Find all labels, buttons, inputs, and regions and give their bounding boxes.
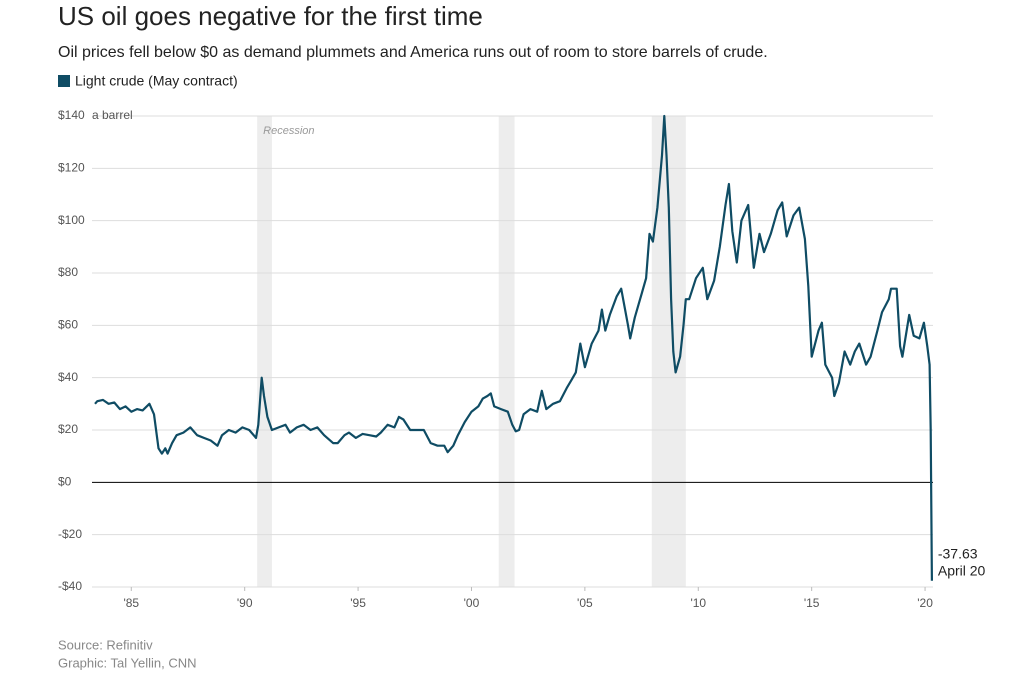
chart-title: US oil goes negative for the first time [58,1,483,31]
y-tick-label: $60 [58,318,78,332]
y-tick-label: $80 [58,265,78,279]
x-tick-label: '15 [804,596,820,610]
y-unit-label: a barrel [92,108,133,122]
chart-subtitle: Oil prices fell below $0 as demand plumm… [58,44,768,61]
legend-swatch [58,75,70,87]
y-tick-label: -$20 [58,527,82,541]
x-tick-label: '95 [350,596,366,610]
legend-label: Light crude (May contract) [75,73,238,89]
y-tick-label: $40 [58,370,78,384]
x-tick-label: '85 [123,596,139,610]
y-tick-label: $0 [58,475,72,489]
x-tick-label: '05 [577,596,593,610]
credit: Graphic: Tal Yellin, CNN [58,655,197,670]
y-tick-label: $100 [58,213,85,227]
end-value-label: -37.63 [938,546,978,562]
y-tick-label: -$40 [58,579,82,593]
x-tick-label: '90 [237,596,253,610]
source: Source: Refinitiv [58,637,153,652]
y-tick-label: $120 [58,161,85,175]
recession-label: Recession [263,125,314,137]
x-tick-label: '00 [464,596,480,610]
recession-band [498,116,515,587]
x-tick-label: '20 [917,596,933,610]
price-line [94,114,933,581]
x-tick-label: '10 [690,596,706,610]
y-tick-label: $20 [58,422,78,436]
end-date-label: April 20 [938,563,986,579]
recession-band [257,116,272,587]
y-tick-label: $140 [58,108,85,122]
